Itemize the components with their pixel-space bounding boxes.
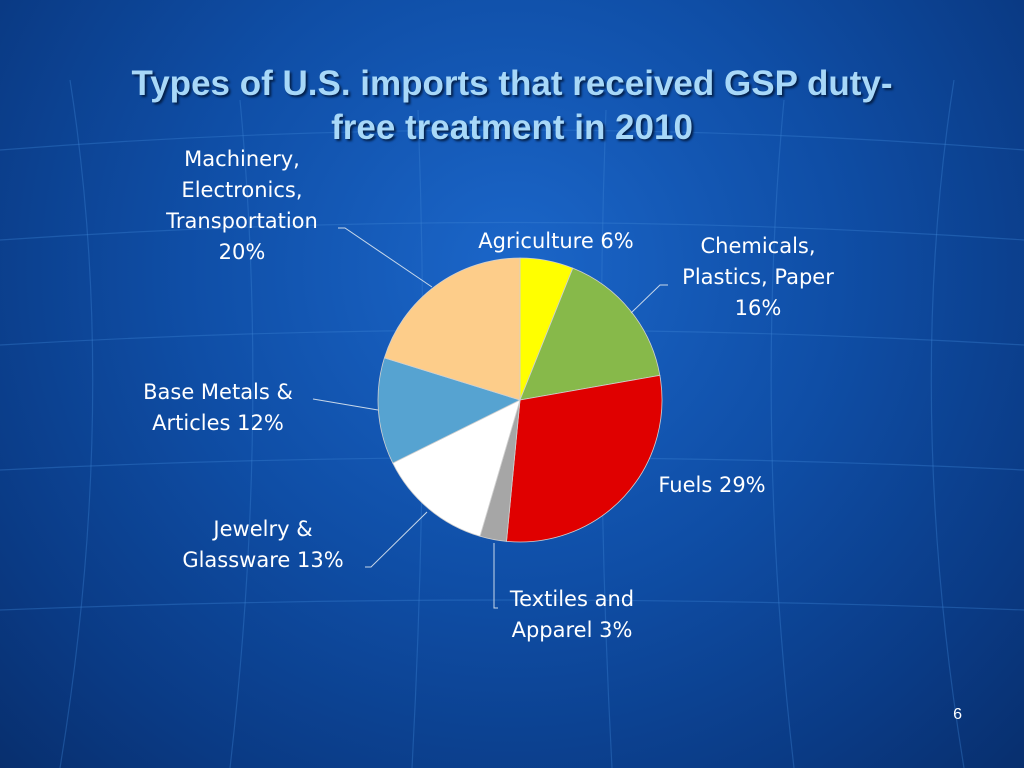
slice-label-line: Textiles and — [509, 587, 634, 611]
slice-label-agriculture: Agriculture 6% — [478, 229, 633, 253]
pie-slices — [377, 257, 663, 543]
slice-label-line: Base Metals & — [143, 380, 293, 404]
slice-label-line: Transportation — [165, 209, 318, 233]
slice-label-jewelry-glassware: Jewelry & Glassware 13% — [182, 517, 343, 572]
pie-slice-jewelry-glassware — [392, 399, 521, 537]
slice-label-textiles-and-apparel: Textiles and Apparel 3% — [509, 587, 634, 642]
leader-line-textiles-and-apparel — [493, 543, 498, 609]
slice-label-line: Glassware 13% — [182, 548, 343, 572]
slice-label-fuels: Fuels 29% — [658, 473, 765, 497]
slice-labels: Agriculture 6% Chemicals, Plastics, Paper 1… — [143, 147, 834, 642]
slide-title-line-1: Types of U.S. imports that received GSP … — [131, 64, 893, 103]
slice-label-chemicals-plastics-paper: Chemicals, Plastics, Paper 16% — [682, 234, 834, 320]
slice-label-line: Jewelry & — [211, 517, 312, 541]
slice-label-line: 20% — [219, 240, 266, 264]
slice-label-line: Articles 12% — [152, 411, 284, 435]
slice-label-line: 16% — [735, 296, 782, 320]
pie-slice-fuels — [506, 374, 663, 543]
leader-line-jewelry-glassware — [365, 511, 428, 568]
pie-slice-chemicals-plastics-paper — [519, 267, 661, 401]
leader-line-machinery-electronics-transportation — [338, 227, 433, 288]
leader-lines — [312, 227, 668, 609]
slice-label-line: Machinery, — [184, 147, 300, 171]
slide-title-line-2: free treatment in 2010 — [331, 108, 693, 147]
slice-label-line: Fuels 29% — [658, 473, 765, 497]
pie-slice-base-metals-articles — [377, 357, 522, 464]
slide-title: Types of U.S. imports that received GSP … — [40, 62, 984, 150]
slice-label-line: Apparel 3% — [512, 618, 633, 642]
slice-label-line: Chemicals, — [700, 234, 815, 258]
slice-label-line: Electronics, — [181, 178, 302, 202]
slice-label-machinery-electronics-transportation: Machinery, Electronics, Transportation 20% — [165, 147, 318, 264]
page-number: 6 — [953, 706, 962, 723]
pie-slice-machinery-electronics-transportation — [383, 257, 521, 401]
leader-line-base-metals-articles — [312, 398, 379, 411]
slice-label-line: Agriculture 6% — [478, 229, 633, 253]
leader-line-chemicals-plastics-paper — [630, 284, 668, 314]
slice-label-base-metals-articles: Base Metals & Articles 12% — [143, 380, 293, 435]
slice-label-line: Plastics, Paper — [682, 265, 834, 289]
